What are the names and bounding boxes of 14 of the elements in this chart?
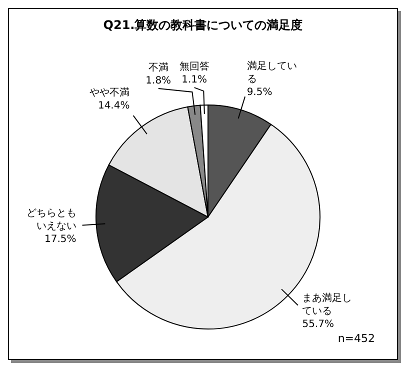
slice-label: どちらともいえない [26,208,76,232]
slice-label: 無回答 [179,60,210,72]
data-label: 1.1% [182,74,208,86]
chart-title: Q21.算数の教科書についての満足度 [102,17,304,34]
slice-label: まあ満足している [302,292,352,317]
data-label: 9.5% [246,86,272,98]
slice-label: 不満 [148,61,168,74]
data-label: 55.7% [302,318,334,330]
data-label: 14.4% [98,100,130,112]
data-label: 1.8% [146,75,172,86]
slice-label: やや不満 [90,86,130,98]
data-label: 17.5% [44,234,76,245]
text: n=452 [338,332,375,345]
slice-label: 満足している [246,60,297,85]
